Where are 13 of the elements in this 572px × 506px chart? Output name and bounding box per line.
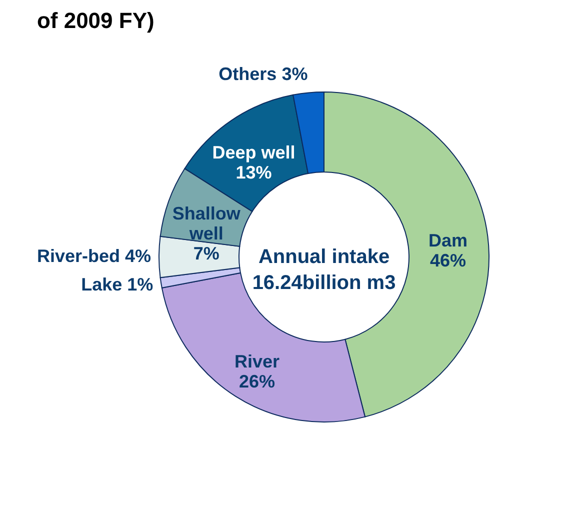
slice-label: Lake 1% bbox=[81, 274, 154, 295]
chart-title: of 2009 FY) bbox=[36, 8, 154, 33]
data-label: 13% bbox=[236, 162, 272, 183]
data-label: 26% bbox=[239, 372, 276, 392]
slice-label: Others 3% bbox=[218, 64, 308, 84]
data-label: 46% bbox=[430, 250, 466, 270]
slice-label: Deep well bbox=[212, 142, 296, 163]
slice-label: Dam bbox=[428, 230, 468, 250]
text: Annual intake 16.24billion m3 bbox=[252, 246, 396, 294]
slice-label: River bbox=[234, 352, 280, 372]
data-label: 7% bbox=[193, 244, 220, 264]
slice-label: River-bed 4% bbox=[36, 246, 151, 266]
slice-label: Shallow well bbox=[172, 204, 242, 244]
